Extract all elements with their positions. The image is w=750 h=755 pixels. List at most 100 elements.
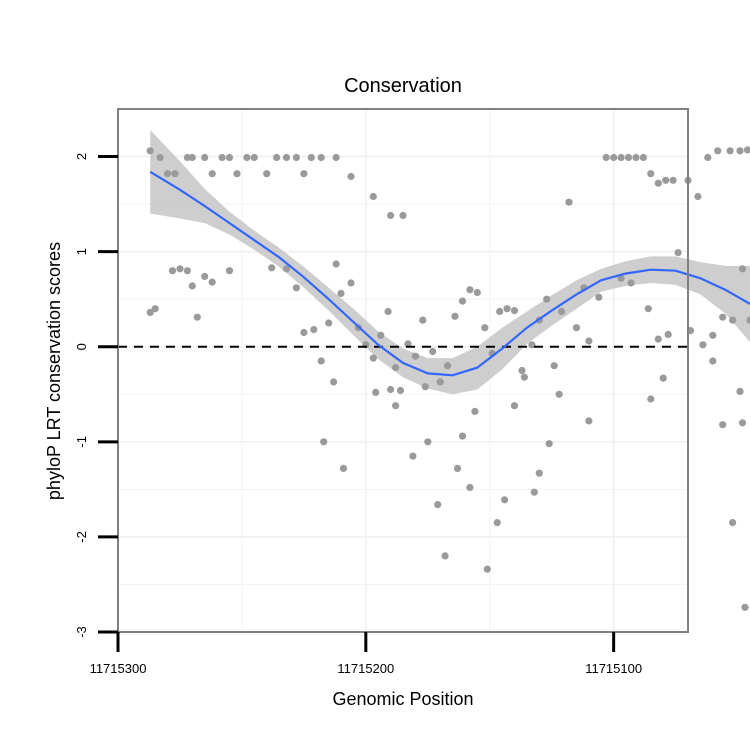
- data-point: [404, 340, 412, 348]
- data-point: [369, 354, 377, 362]
- data-point: [369, 192, 377, 201]
- data-point: [617, 153, 625, 162]
- data-point: [243, 153, 251, 162]
- data-point: [585, 417, 593, 425]
- points-layer: [146, 146, 750, 611]
- y-tick-label: 0: [74, 343, 89, 350]
- data-point: [520, 373, 529, 381]
- data-point: [268, 264, 276, 272]
- data-point: [392, 402, 400, 410]
- data-point: [218, 153, 226, 162]
- data-point: [654, 335, 662, 343]
- data-point: [466, 483, 474, 492]
- data-point: [736, 387, 744, 395]
- data-point: [292, 284, 300, 292]
- data-point: [627, 279, 635, 287]
- data-point: [208, 170, 216, 178]
- data-point: [458, 297, 467, 305]
- data-point: [156, 153, 164, 162]
- data-point: [164, 170, 172, 178]
- data-point: [726, 147, 734, 155]
- data-point: [729, 316, 737, 324]
- smooth-line: [149, 170, 750, 377]
- data-point: [146, 308, 154, 317]
- data-point: [411, 352, 419, 360]
- data-point: [300, 328, 308, 337]
- data-point: [528, 341, 536, 349]
- data-point: [481, 324, 489, 332]
- data-point: [208, 278, 216, 286]
- data-point: [399, 211, 407, 220]
- data-point: [444, 362, 452, 370]
- data-point: [595, 293, 603, 301]
- data-point: [471, 407, 479, 415]
- data-point: [347, 279, 355, 287]
- data-point: [543, 295, 551, 303]
- data-point: [183, 267, 191, 275]
- data-point: [639, 153, 648, 162]
- data-point: [424, 438, 432, 446]
- data-point: [709, 357, 717, 365]
- data-point: [659, 374, 667, 382]
- data-point: [451, 312, 459, 320]
- data-point: [263, 170, 271, 178]
- data-point: [617, 274, 625, 282]
- data-point: [436, 378, 444, 386]
- panel-border: [117, 108, 689, 633]
- data-point: [176, 265, 184, 273]
- data-point: [501, 496, 509, 504]
- data-point: [387, 385, 395, 394]
- x-tick-label: 11715200: [337, 661, 394, 676]
- data-point: [171, 170, 179, 178]
- data-point: [719, 313, 727, 321]
- data-point: [282, 153, 291, 162]
- data-point: [188, 153, 196, 162]
- confidence-band-layer: [150, 129, 750, 395]
- data-point: [535, 469, 543, 477]
- smooth-line-layer: [149, 170, 750, 377]
- data-point: [384, 307, 392, 316]
- data-point: [188, 282, 196, 290]
- data-point: [282, 265, 291, 273]
- y-tick-label: -2: [74, 531, 89, 543]
- data-point: [719, 421, 727, 429]
- confidence-band: [150, 129, 750, 395]
- data-point: [510, 307, 519, 315]
- data-point: [669, 176, 677, 184]
- y-tick-label: 2: [74, 153, 89, 160]
- data-point: [339, 464, 348, 472]
- data-point: [453, 464, 462, 472]
- data-point: [146, 147, 154, 155]
- data-point: [332, 153, 340, 162]
- data-point: [496, 307, 504, 316]
- data-point: [201, 272, 209, 280]
- data-point: [421, 383, 429, 391]
- data-point: [292, 153, 300, 162]
- data-point: [473, 288, 481, 297]
- y-tick-label: 1: [74, 248, 89, 255]
- axis-layer: -3 -2 -1 0 1 2 11715300 11715200 11715100: [74, 153, 642, 676]
- y-axis-label: phyloP LRT conservation scores: [44, 242, 64, 500]
- x-axis-label: Genomic Position: [332, 689, 473, 709]
- data-point: [392, 364, 400, 372]
- data-point: [151, 305, 159, 313]
- data-point: [565, 198, 573, 206]
- data-point: [530, 488, 538, 496]
- y-tick-label: -3: [74, 626, 89, 638]
- data-point: [441, 552, 449, 560]
- data-point: [714, 147, 722, 155]
- data-point: [647, 395, 655, 403]
- data-point: [429, 347, 437, 356]
- data-point: [647, 170, 655, 178]
- data-point: [310, 326, 318, 334]
- data-point: [704, 153, 712, 162]
- data-point: [743, 146, 750, 154]
- data-point: [225, 153, 234, 162]
- data-point: [396, 386, 405, 395]
- data-point: [738, 265, 747, 273]
- data-point: [300, 170, 308, 178]
- data-point: [466, 286, 474, 294]
- data-point: [729, 519, 737, 527]
